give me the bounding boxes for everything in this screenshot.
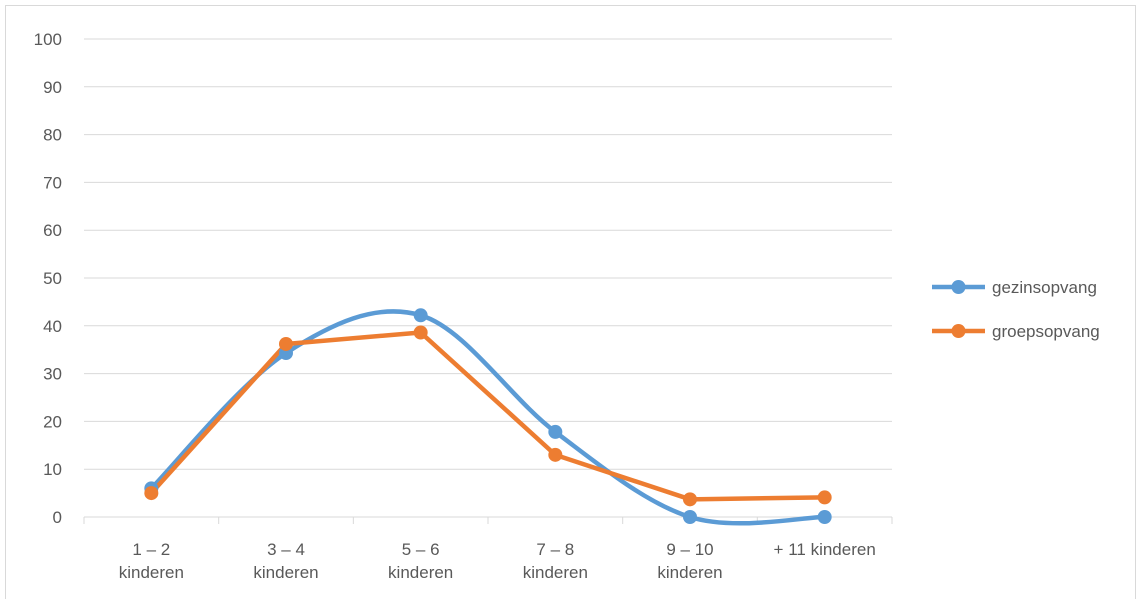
y-tick-label: 70 bbox=[43, 173, 62, 192]
data-point-groepsopvang bbox=[548, 447, 563, 462]
data-point-gezinsopvang bbox=[817, 510, 832, 524]
x-axis-tick-labels: 1 – 2 kinderen 3 – 4 kinderen 5 – 6 kinderen 7… bbox=[119, 540, 876, 582]
y-tick-label: 10 bbox=[43, 460, 62, 479]
x-tick-label: 3 – 4 kinderen bbox=[253, 540, 318, 582]
y-tick-label: 20 bbox=[43, 412, 62, 431]
y-tick-label: 60 bbox=[43, 221, 62, 240]
x-tick-label: 7 – 8 kinderen bbox=[523, 540, 588, 582]
legend-label: groepsopvang bbox=[992, 322, 1100, 341]
x-tick-label: 1 – 2 kinderen bbox=[119, 540, 184, 582]
series-line-gezinsopvang bbox=[149, 309, 827, 526]
series-lines bbox=[149, 309, 827, 526]
y-tick-label: 0 bbox=[53, 508, 62, 527]
x-tick-label: + 11 kinderen bbox=[774, 540, 876, 559]
y-tick-label: 50 bbox=[43, 269, 62, 288]
data-point-gezinsopvang bbox=[413, 308, 428, 323]
data-point-groepsopvang bbox=[413, 325, 428, 340]
chart-frame bbox=[5, 5, 1136, 599]
series-markers bbox=[144, 308, 832, 524]
data-point-groepsopvang bbox=[144, 486, 159, 501]
legend-marker bbox=[951, 324, 966, 338]
y-tick-label: 30 bbox=[43, 365, 62, 384]
y-tick-label: 100 bbox=[34, 30, 62, 49]
x-tick-label: 5 – 6 kinderen bbox=[388, 540, 453, 582]
data-point-groepsopvang bbox=[683, 492, 697, 507]
y-tick-label: 80 bbox=[43, 126, 62, 145]
data-point-groepsopvang bbox=[817, 490, 832, 505]
y-tick-label: 90 bbox=[43, 78, 62, 97]
gridlines bbox=[83, 38, 893, 524]
x-tick-label: 9 – 10 kinderen bbox=[657, 540, 722, 582]
data-point-gezinsopvang bbox=[683, 510, 697, 524]
legend: gezinsopvang groepsopvang bbox=[932, 278, 1100, 341]
legend-marker bbox=[951, 280, 966, 294]
data-point-groepsopvang bbox=[279, 336, 293, 351]
legend-label: gezinsopvang bbox=[992, 278, 1097, 297]
y-tick-label: 40 bbox=[43, 317, 62, 336]
y-axis-tick-labels: 0 10 20 30 40 50 60 70 80 90 100 bbox=[34, 30, 62, 527]
series-line-groepsopvang bbox=[149, 330, 827, 502]
data-point-gezinsopvang bbox=[548, 424, 563, 439]
